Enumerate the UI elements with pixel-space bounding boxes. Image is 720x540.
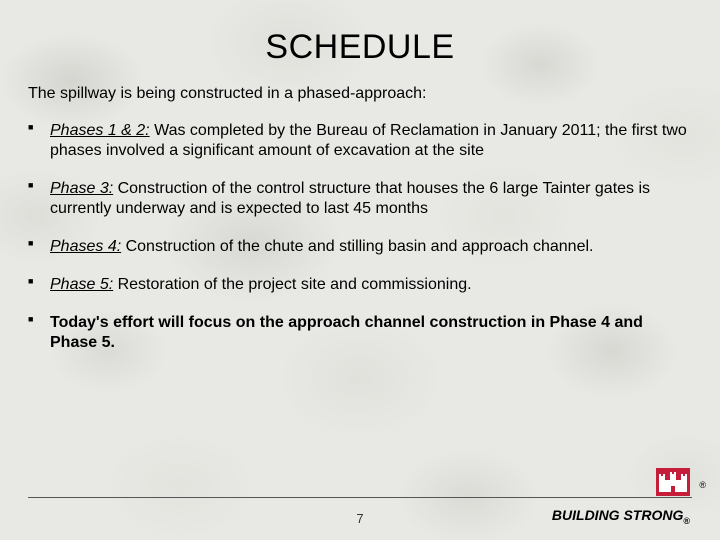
bullet-item: Phases 4: Construction of the chute and …: [28, 237, 692, 257]
footer-divider: [28, 497, 692, 498]
bullet-text: Construction of the control structure th…: [50, 180, 650, 217]
bullet-item: Phase 3: Construction of the control str…: [28, 179, 692, 219]
bullet-item: Phases 1 & 2: Was completed by the Burea…: [28, 121, 692, 161]
logo-registered-mark: ®: [699, 480, 706, 490]
intro-text: The spillway is being constructed in a p…: [28, 85, 692, 103]
phase-label: Phase 3:: [50, 180, 113, 197]
phase-label: Phases 1 & 2:: [50, 122, 150, 139]
usace-castle-logo: [656, 468, 690, 496]
phase-label: Phase 5:: [50, 276, 113, 293]
slide-container: SCHEDULE The spillway is being construct…: [0, 0, 720, 540]
phase-label: Phases 4:: [50, 238, 121, 255]
bullet-text: Restoration of the project site and comm…: [113, 276, 471, 293]
bullet-text: Construction of the chute and stilling b…: [121, 238, 593, 255]
bullet-item: Phase 5: Restoration of the project site…: [28, 275, 692, 295]
slide-title: SCHEDULE: [28, 28, 692, 67]
footer-tagline: BUILDING STRONG®: [552, 507, 690, 526]
bullet-text-emphasis: Today's effort will focus on the approac…: [50, 314, 643, 351]
bullet-item: Today's effort will focus on the approac…: [28, 313, 692, 353]
tagline-text: BUILDING STRONG: [552, 507, 683, 523]
bullet-list: Phases 1 & 2: Was completed by the Burea…: [28, 121, 692, 353]
tagline-registered-mark: ®: [683, 516, 690, 526]
